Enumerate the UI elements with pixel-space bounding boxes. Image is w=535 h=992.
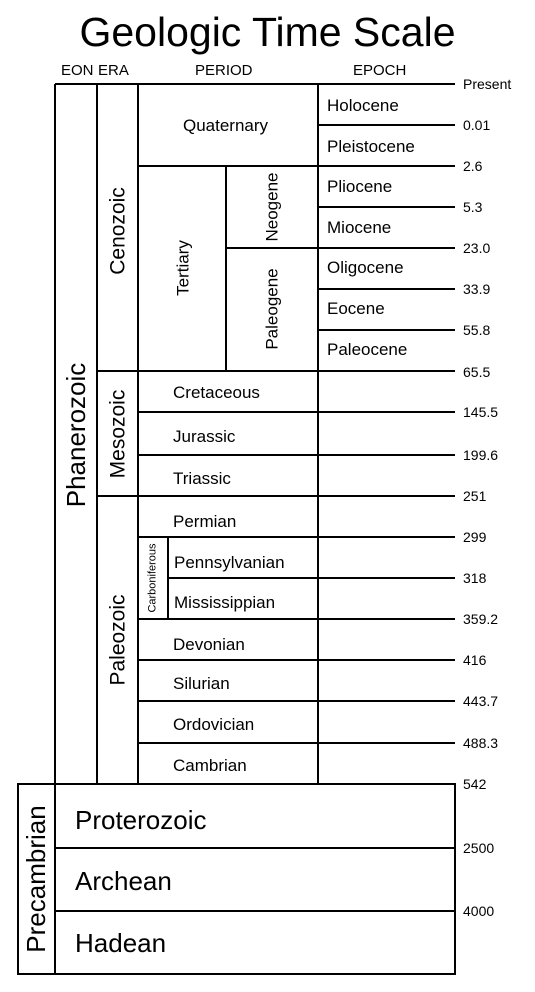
eon-precambrian: Precambrian: [21, 805, 51, 953]
subperiod-pennsylvanian: Pennsylvanian: [174, 553, 285, 572]
era-cenozoic: Cenozoic: [106, 187, 130, 275]
age-label: 0.01: [463, 117, 491, 133]
era-mesozoic: Mesozoic: [106, 389, 130, 479]
age-label: 443.7: [463, 693, 499, 709]
epoch-oligocene: Oligocene: [327, 258, 404, 277]
header-era: ERA: [98, 62, 129, 79]
period-cambrian: Cambrian: [173, 756, 247, 775]
epoch-paleocene: Paleocene: [327, 340, 408, 359]
age-label: Present: [463, 76, 512, 92]
period-devonian: Devonian: [173, 635, 245, 654]
period-cretaceous: Cretaceous: [173, 383, 260, 402]
eon-phanerozoic: Phanerozoic: [61, 362, 91, 508]
period-quaternary: Quaternary: [183, 116, 269, 135]
epoch-pleistocene: Pleistocene: [327, 137, 415, 156]
age-label: 2500: [463, 840, 495, 856]
header-epoch: EPOCH: [353, 62, 407, 79]
age-label: 542: [463, 776, 487, 792]
age-label: 145.5: [463, 404, 499, 420]
age-label: 55.8: [463, 322, 491, 338]
period-carboniferous: Carboniferous: [146, 543, 159, 613]
age-label: 2.6: [463, 158, 483, 174]
eon-proterozoic: Proterozoic: [75, 805, 207, 835]
header-period: PERIOD: [195, 62, 253, 79]
age-label: 23.0: [463, 240, 491, 256]
epoch-pliocene: Pliocene: [327, 177, 393, 196]
age-label: 65.5: [463, 364, 491, 380]
eon-hadean: Hadean: [75, 928, 167, 958]
era-paleozoic: Paleozoic: [106, 594, 130, 686]
age-label: 199.6: [463, 447, 499, 463]
page-title: Geologic Time Scale: [79, 9, 456, 55]
age-label: 488.3: [463, 735, 499, 751]
subperiod-neogene: Neogene: [262, 172, 282, 242]
period-triassic: Triassic: [173, 469, 231, 488]
subperiod-paleogene: Paleogene: [262, 268, 282, 350]
age-label: 251: [463, 488, 487, 504]
period-jurassic: Jurassic: [173, 427, 236, 446]
age-label: 299: [463, 529, 487, 545]
eon-archean: Archean: [75, 866, 172, 896]
period-silurian: Silurian: [173, 674, 230, 693]
epoch-holocene: Holocene: [327, 96, 399, 115]
age-label: 5.3: [463, 199, 483, 215]
period-tertiary: Tertiary: [173, 240, 193, 296]
epoch-miocene: Miocene: [327, 218, 392, 237]
age-label: 359.2: [463, 611, 499, 627]
epoch-eocene: Eocene: [327, 299, 385, 318]
age-label: 4000: [463, 903, 495, 919]
period-permian: Permian: [173, 512, 237, 531]
age-label: 33.9: [463, 281, 491, 297]
period-ordovician: Ordovician: [173, 715, 255, 734]
age-label: 416: [463, 652, 487, 668]
header-eon: EON: [61, 62, 94, 79]
age-label: 318: [463, 570, 487, 586]
subperiod-mississippian: Mississippian: [174, 593, 276, 612]
